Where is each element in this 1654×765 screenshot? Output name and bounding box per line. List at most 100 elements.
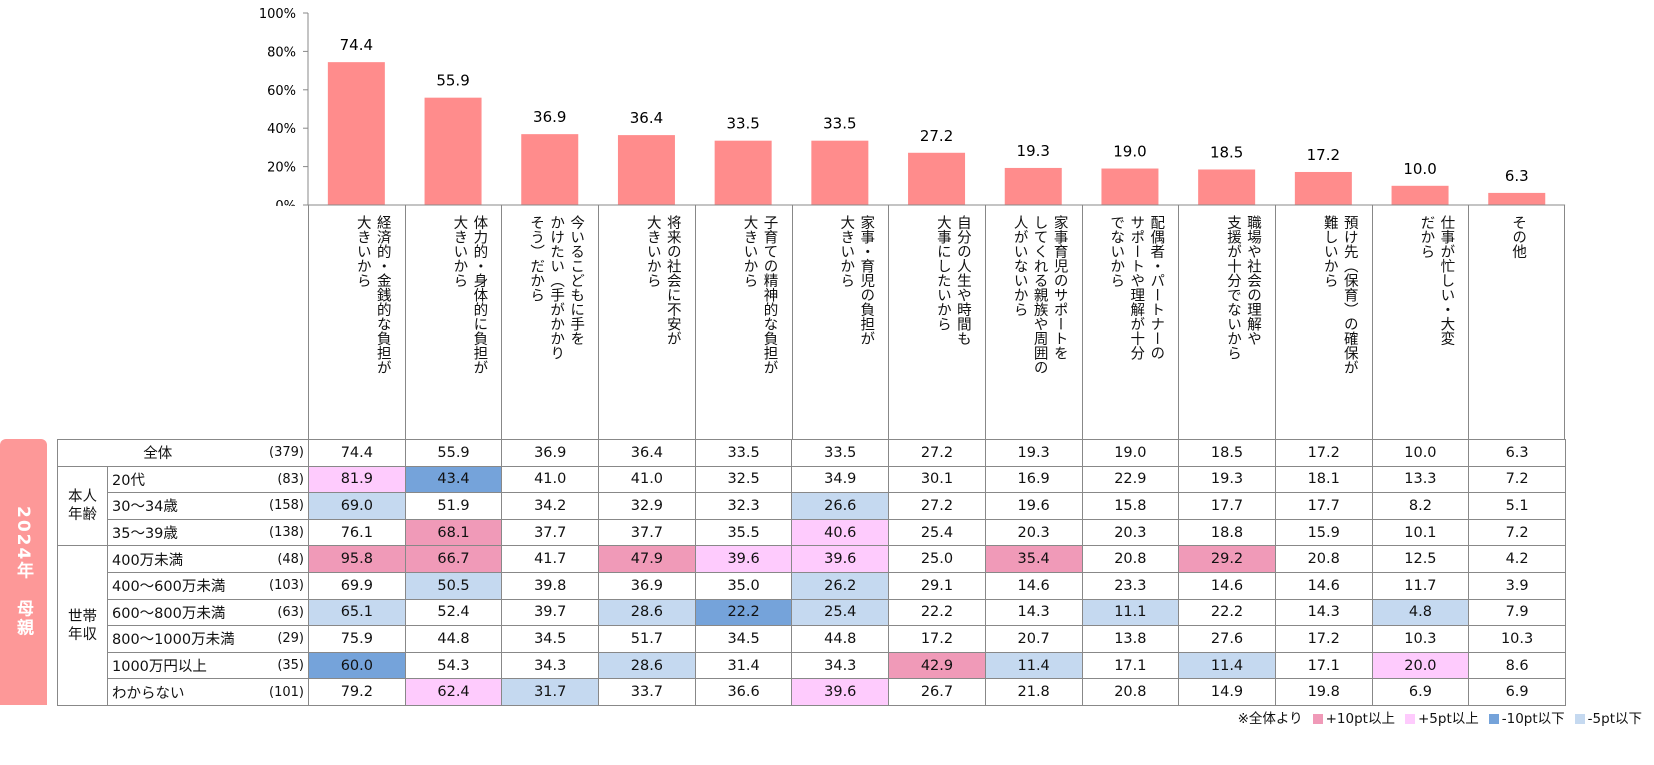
table-cell: 35.0: [694, 571, 793, 600]
row-label: 20代: [107, 465, 258, 494]
row-label: 400万未満: [107, 545, 258, 573]
category-label: 仕事が忙しい・大変 だから: [1418, 215, 1455, 346]
bar: [811, 140, 869, 205]
table-cell: 26.6: [791, 492, 890, 520]
table-cell: 12.5: [1371, 545, 1470, 573]
table-cell: 41.0: [598, 465, 696, 494]
side-banner: 2024年 母親: [0, 439, 47, 705]
table-cell: 8.6: [1468, 651, 1566, 680]
table-cell: 5.1: [1468, 492, 1566, 520]
table-cell: 34.3: [791, 651, 890, 680]
group-label: 世帯年収: [57, 545, 108, 706]
legend-swatch: [1574, 714, 1585, 724]
table-cell: 15.8: [1081, 492, 1180, 520]
sample-size: (138): [257, 518, 309, 547]
row-label: 400～600万未満: [107, 571, 258, 600]
row-label: 35～39歳: [107, 518, 258, 547]
table-cell: 52.4: [404, 598, 503, 627]
data-label: 10.0: [1403, 160, 1436, 178]
sample-size: (48): [257, 545, 309, 573]
table-cell: 18.1: [1274, 465, 1373, 494]
table-cell: 34.9: [791, 465, 890, 494]
table-cell: 20.3: [1081, 518, 1180, 547]
table-cell: 8.2: [1371, 492, 1470, 520]
category-label: 家事育児のサポートを してくれる親族や周囲の 人がいないから: [1011, 215, 1068, 375]
table-cell: 25.0: [888, 545, 986, 573]
table-cell: 50.5: [404, 571, 503, 600]
data-label: 18.5: [1210, 143, 1243, 161]
table-row: わからない (101) 79.2 62.4 31.7 33.7 36.6 39.6 26.7 21…: [58, 678, 1566, 706]
table-cell: 3.9: [1468, 571, 1566, 600]
category-label: 家事・育児の負担が 大きいから: [838, 215, 875, 346]
table-cell: 14.6: [984, 571, 1083, 600]
table-cell: 42.9: [888, 651, 986, 680]
category-header: その他: [1468, 205, 1566, 439]
table-cell: 44.8: [404, 625, 503, 653]
legend-item: +5pt以上: [1404, 707, 1479, 727]
table-cell: 34.2: [501, 492, 600, 520]
legend-label: -10pt以下: [1501, 711, 1565, 727]
table-cell: 76.1: [308, 518, 406, 547]
category-label: その他: [1510, 215, 1527, 259]
table-cell: 47.9: [598, 545, 696, 573]
row-label: わからない: [107, 678, 258, 706]
table-cell: 36.6: [694, 678, 793, 706]
table-cell: 13.8: [1081, 625, 1180, 653]
table-cell: 31.4: [694, 651, 793, 680]
table-cell: 20.0: [1371, 651, 1470, 680]
table-row: 本人年齢 20代 (83) 81.9 43.4 41.0 41.0 32.5 34.9 30.1 1…: [57, 465, 1566, 547]
bar: [327, 62, 385, 205]
table-cell: 25.4: [888, 518, 986, 547]
table-cell: 28.6: [598, 598, 696, 627]
table-cell: 17.1: [1081, 651, 1180, 680]
table-cell: 10.0: [1371, 439, 1470, 467]
category-header: 家事育児のサポートを してくれる親族や周囲の 人がいないから: [984, 205, 1082, 439]
legend-label: +5pt以上: [1417, 711, 1479, 727]
data-label: 33.5: [823, 115, 856, 133]
table-cell: 17.1: [1274, 651, 1373, 680]
legend-swatch: [1404, 714, 1415, 724]
table-row: 800～1000万未満 (29) 75.9 44.8 34.5 51.7 34.5 44.8 1…: [58, 625, 1566, 653]
table-cell: 6.9: [1371, 678, 1470, 706]
table-row-total: 全体 (379) 74.4 55.9 36.9 36.4 33.5 33.5 27.2 19.3 1…: [57, 439, 1566, 467]
table-cell: 6.9: [1468, 678, 1566, 706]
table-cell: 75.9: [308, 625, 406, 653]
table-cell: 27.2: [888, 492, 986, 520]
table-cell: 34.5: [694, 625, 793, 653]
category-header: 配偶者・パートナーの サポートや理解が十分 でないから: [1081, 205, 1179, 439]
sample-size: (29): [257, 625, 309, 653]
table-cell: 7.2: [1468, 465, 1566, 494]
table-cell: 19.3: [984, 439, 1083, 467]
category-label: 経済的・金銭的な負担が 大きいから: [354, 215, 391, 375]
bar: [617, 135, 675, 205]
table-cell: 4.2: [1468, 545, 1566, 573]
table-cell: 54.3: [404, 651, 503, 680]
category-label: 将来の社会に不安が 大きいから: [644, 215, 681, 346]
row-label: 800～1000万未満: [107, 625, 258, 653]
data-label: 19.3: [1017, 142, 1050, 160]
category-header: 将来の社会に不安が 大きいから: [598, 205, 695, 439]
legend-swatch: [1488, 714, 1499, 724]
category-header: 経済的・金銭的な負担が 大きいから: [308, 205, 405, 439]
sample-size: (158): [257, 492, 309, 520]
table-cell: 22.2: [694, 598, 793, 627]
table-cell: 11.4: [984, 651, 1083, 680]
category-label: 自分の人生や時間も 大事にしたいから: [934, 215, 971, 346]
category-header: 職場や社会の理解や 支援が十分でないから: [1178, 205, 1275, 439]
table-cell: 33.5: [791, 439, 890, 467]
y-tick-label: 0%: [275, 199, 296, 206]
row-label: 30～34歳: [107, 492, 258, 520]
table-cell: 20.7: [984, 625, 1083, 653]
category-label: 今いるこどもに手を かけたい（手がかかり そう）だから: [528, 215, 585, 360]
table-cell: 17.7: [1178, 492, 1276, 520]
category-header: 家事・育児の負担が 大きいから: [791, 205, 889, 439]
table-cell: 15.9: [1274, 518, 1373, 547]
table-cell: 41.0: [501, 465, 600, 494]
category-header: 子育ての精神的な負担が 大きいから: [694, 205, 792, 439]
bar: [1294, 171, 1352, 205]
crosstab-table: 全体 (379) 74.4 55.9 36.9 36.4 33.5 33.5 27.2 19.3 1…: [57, 439, 1566, 706]
table-cell: 32.5: [694, 465, 793, 494]
table-cell: 51.7: [598, 625, 696, 653]
table-cell: 11.7: [1371, 571, 1470, 600]
legend-item: +10pt以上: [1312, 707, 1395, 727]
